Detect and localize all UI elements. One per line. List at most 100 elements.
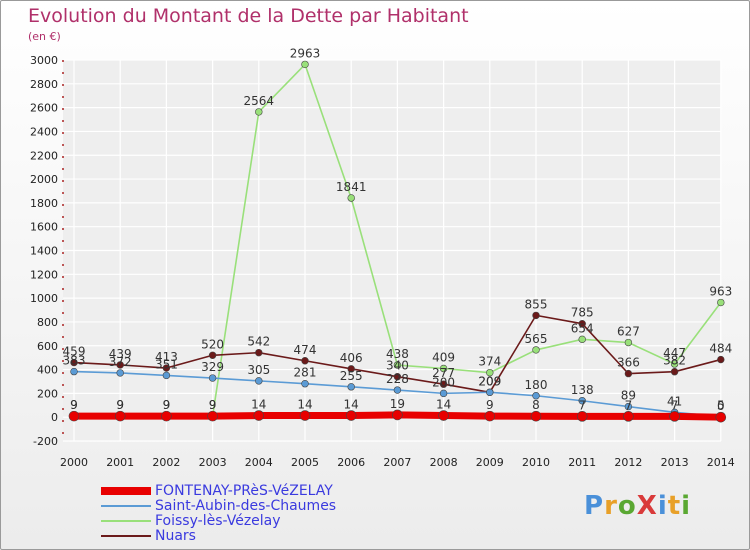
data-point [578,335,586,344]
data-label: 383 [63,354,86,368]
y-tick-label: 2600 [30,102,58,115]
data-label: 542 [247,335,270,349]
legend-label: Nuars [155,528,196,544]
data-label: 138 [571,383,594,397]
data-label: 520 [201,337,224,351]
data-label: 438 [386,347,409,361]
y-tick-label: 600 [37,340,58,353]
data-point [68,410,80,422]
data-point [717,355,725,364]
data-label: 9 [486,398,494,412]
data-label: 855 [525,297,548,311]
x-tick-label: 2010 [522,456,550,469]
data-point [624,338,633,347]
data-point [717,298,725,307]
data-label: 627 [617,325,640,339]
data-point [114,410,126,422]
data-label: 277 [432,366,455,380]
legend-label: Foissy-lès-Vézelay [155,513,281,529]
data-point [162,371,171,380]
data-label: 2564 [244,94,275,108]
data-label: 7 [578,398,586,412]
y-tick-label: -200 [33,435,58,448]
data-point [669,411,680,422]
x-tick-label: 2007 [383,456,411,469]
data-label: 8 [532,398,540,412]
y-tick-label: 0 [51,411,58,424]
data-label: 9 [116,398,124,412]
data-label: 9 [70,398,78,412]
data-point [347,383,355,391]
x-tick-label: 2001 [106,456,134,469]
x-tick-label: 2012 [614,456,642,469]
data-label: 180 [525,378,548,392]
data-point [299,410,311,421]
y-tick-label: 1000 [30,292,58,305]
data-point [486,388,494,397]
data-point [532,392,540,400]
data-label: 209 [478,374,501,388]
data-point [70,367,78,376]
data-label: 14 [297,398,312,412]
data-label: 329 [201,360,224,374]
data-point [715,411,727,423]
data-point [532,311,540,320]
line-chart: -200020040060080010001200140016001800200… [30,46,735,469]
x-tick-label: 2003 [199,456,227,469]
data-label: 9 [70,398,78,412]
data-point [624,369,633,378]
data-point [623,411,634,422]
data-point [532,346,540,354]
data-label: 963 [709,285,732,299]
data-label: 1841 [336,180,367,194]
x-tick-label: 2009 [476,456,504,469]
data-point [301,60,309,69]
x-tick-label: 2004 [245,456,273,469]
data-point [438,410,449,421]
legend-swatch [101,535,151,537]
data-point [578,397,586,405]
x-tick-label: 2002 [152,456,180,469]
data-label: 255 [340,369,363,383]
data-label: 409 [432,350,455,364]
data-label: 474 [294,343,317,357]
legend-label: FONTENAY-PRèS-VéZELAY [155,483,333,499]
data-label: 7 [671,398,679,412]
data-label: 228 [386,372,409,386]
data-label: 19 [390,397,405,411]
data-point [439,364,448,373]
y-tick-label: 2000 [30,173,58,186]
data-point [255,348,263,357]
y-tick-label: 800 [37,316,58,329]
data-point [255,108,263,116]
data-point [253,410,265,421]
legend-swatch [101,505,151,507]
data-point [162,364,171,372]
legend-swatch [101,520,151,522]
data-label: 209 [478,374,501,388]
data-label: 413 [155,350,178,364]
data-point [347,365,355,373]
data-point [207,410,218,422]
y-tick-label: 1200 [30,268,58,281]
unit-label: (en €) [28,30,61,43]
data-point [161,410,172,422]
data-label: 654 [571,321,594,335]
data-label: 200 [432,375,455,389]
y-tick-label: 200 [37,387,58,400]
data-point [392,409,403,421]
data-label: 785 [571,306,594,320]
data-label: 382 [663,354,686,368]
data-point [576,411,588,422]
data-label: 0 [717,399,725,413]
data-point [208,351,217,359]
data-label: 9 [209,398,217,412]
data-label: 447 [663,346,686,360]
data-label: 2963 [290,46,321,60]
y-tick-label: 2400 [30,125,58,138]
y-tick-label: 400 [37,364,58,377]
data-label: 5 [717,399,725,413]
legend-swatch [101,487,151,495]
data-label: 7 [625,398,633,412]
